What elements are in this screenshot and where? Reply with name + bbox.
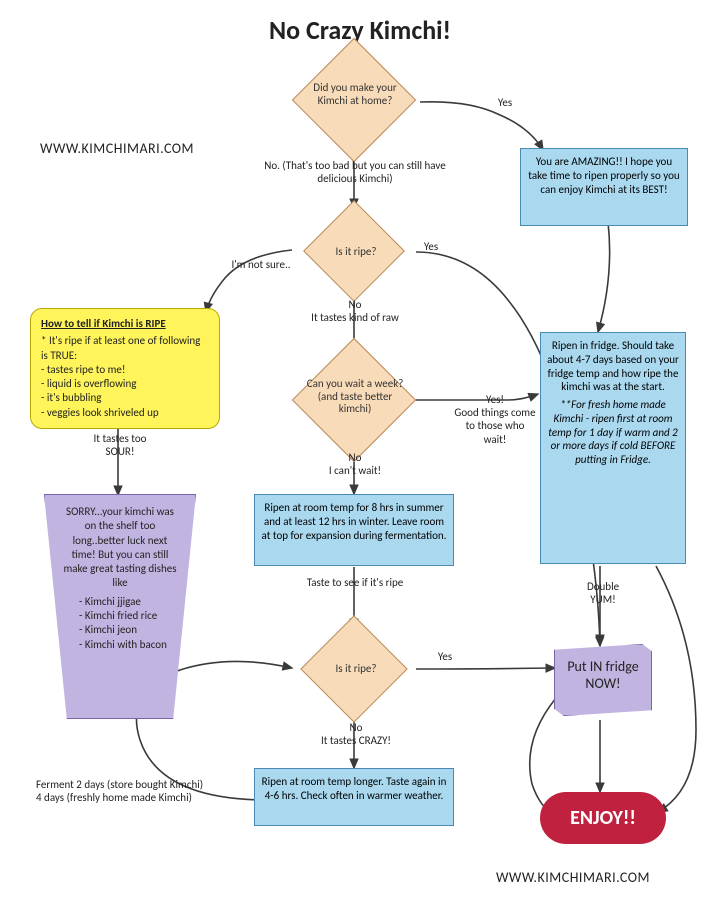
decision-wait-text: Can you wait a week? (and taste better k… (303, 378, 407, 416)
url-top: WWW.KIMCHIMARI.COM (40, 140, 194, 157)
label-no-d3: No I can't wait! (320, 451, 390, 477)
box-ripe-tips: How to tell if Kimchi is RIPE * It's rip… (30, 308, 220, 429)
box-sorry: SORRY...your kimchi was on the shelf too… (44, 494, 196, 719)
label-no-d1: No. (That's too bad but you can still ha… (260, 159, 450, 185)
ripen-fridge-text2: **For fresh home made Kimchi - ripen fir… (547, 398, 679, 467)
ripen-fridge-text1: Ripen in fridge. Should take about 4-7 d… (547, 339, 679, 394)
label-no-d2: No It tastes kind of raw (300, 298, 410, 324)
label-taste: Taste to see if it's ripe (285, 576, 425, 589)
box-ripen-longer: Ripen at room temp longer. Taste again i… (254, 768, 454, 826)
sorry-text: SORRY...your kimchi was on the shelf too… (63, 505, 177, 591)
box-enjoy: ENJOY!! (540, 792, 666, 844)
label-yes-d4: Yes (432, 650, 458, 663)
box-put-fridge: Put IN fridge NOW! (554, 644, 652, 716)
sorry-list: - Kimchi jjigae - Kimchi fried rice - Ki… (79, 595, 177, 652)
box-amazing: You are AMAZING!! I hope you take time t… (520, 148, 688, 226)
label-yes-d3: Yes! Good things come to those who wait! (454, 393, 536, 446)
label-notsure: I'm not sure.. (226, 258, 296, 271)
label-no-d4: No It tastes CRAZY! (306, 721, 406, 747)
decision-ripe2-text: Is it ripe? (316, 663, 396, 676)
label-double-yum: Double YUM! (578, 580, 628, 606)
label-yes-d2: Yes (418, 240, 444, 253)
decision-ripe1-text: Is it ripe? (316, 246, 396, 259)
url-bottom: WWW.KIMCHIMARI.COM (496, 869, 650, 886)
decision-home-text: Did you make your Kimchi at home? (300, 82, 410, 107)
box-ripen-room: Ripen at room temp for 8 hrs in summer a… (254, 494, 454, 566)
page-title: No Crazy Kimchi! (0, 14, 720, 46)
label-sour: It tastes too SOUR! (80, 432, 160, 458)
ripe-title: How to tell if Kimchi is RIPE (41, 317, 209, 331)
ripe-body: * It's ripe if at least one of following… (41, 334, 200, 418)
box-ripen-fridge: Ripen in fridge. Should take about 4-7 d… (540, 332, 686, 564)
label-ferment: Ferment 2 days (store bought Kimchi) 4 d… (36, 778, 266, 804)
label-yes-d1: Yes (490, 96, 520, 109)
